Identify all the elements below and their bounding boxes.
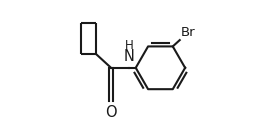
Text: Br: Br xyxy=(180,26,195,39)
Text: H: H xyxy=(124,39,133,52)
Text: O: O xyxy=(105,105,117,120)
Text: N: N xyxy=(123,49,134,64)
